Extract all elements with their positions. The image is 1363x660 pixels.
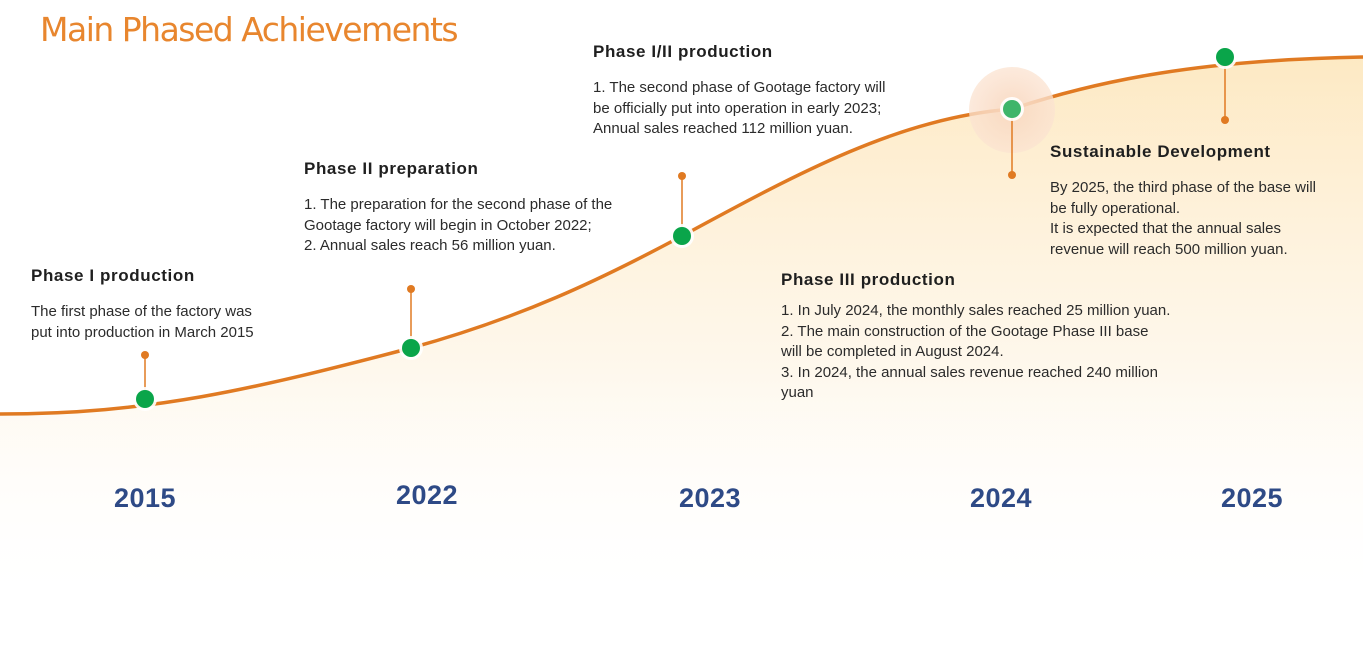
milestone-heading: Phase I production: [31, 266, 195, 285]
description-line: By 2025, the third phase of the base wil…: [1050, 179, 1317, 196]
milestone-2015: Phase I production The first phase of th…: [31, 266, 321, 343]
description-line: 2. Annual sales reach 56 million yuan.: [304, 237, 556, 254]
description-line: revenue will reach 500 million yuan.: [1050, 240, 1288, 258]
milestone-marker-2022: [402, 339, 420, 357]
description-line: be officially put into operation in earl…: [593, 99, 882, 117]
year-label-2023: 2023: [678, 483, 742, 513]
milestone-marker-2023: [673, 227, 691, 245]
milestone-heading: Sustainable Development: [1050, 142, 1271, 161]
description-line: 2. The main construction of the Gootage …: [781, 322, 1149, 340]
description-line: The first phase of the factory was: [31, 303, 252, 320]
year-label-2024: 2024: [969, 483, 1033, 513]
milestone-2025: Sustainable Development By 2025, the thi…: [1050, 142, 1360, 260]
milestone-marker-2025: [1216, 48, 1234, 66]
curve-area-fill: [0, 57, 1363, 610]
milestone-description: 1. In July 2024, the monthly sales reach…: [781, 301, 1221, 404]
connector-pin-2024: [1008, 171, 1016, 179]
description-line: 1. The second phase of Gootage factory w…: [593, 79, 886, 96]
description-line: put into production in March 2015: [31, 323, 254, 341]
description-line: yuan: [781, 384, 814, 401]
connector-pin-2022: [407, 285, 415, 293]
milestone-description: The first phase of the factory was put i…: [31, 302, 321, 343]
milestone-2022: Phase II preparation 1. The preparation …: [304, 159, 684, 257]
description-line: 3. In 2024, the annual sales revenue rea…: [781, 363, 1158, 381]
description-line: Annual sales reached 112 million yuan.: [593, 120, 853, 137]
milestone-description: By 2025, the third phase of the base wil…: [1050, 178, 1360, 260]
milestone-heading: Phase I/II production: [593, 42, 773, 61]
description-line: be fully operational.: [1050, 199, 1181, 217]
milestone-2024: Phase III production 1. In July 2024, th…: [781, 270, 1221, 404]
description-line: 1. The preparation for the second phase …: [304, 196, 613, 213]
page-title: Main Phased Achievements: [40, 10, 459, 49]
description-line: It is expected that the annual sales: [1050, 220, 1281, 237]
milestone-description: 1. The preparation for the second phase …: [304, 195, 684, 257]
connector-pin-2025: [1221, 116, 1229, 124]
year-label-2022: 2022: [395, 480, 459, 510]
milestone-2023: Phase I/II production 1. The second phas…: [593, 42, 963, 140]
milestone-heading: Phase II preparation: [304, 159, 479, 178]
milestone-heading: Phase III production: [781, 270, 956, 289]
year-label-2025: 2025: [1220, 483, 1284, 513]
year-label-2015: 2015: [113, 483, 177, 513]
description-line: 1. In July 2024, the monthly sales reach…: [781, 302, 1171, 319]
connector-pin-2023: [678, 172, 686, 180]
milestone-marker-2015: [136, 390, 154, 408]
description-line: will be completed in August 2024.: [781, 343, 1004, 360]
milestone-marker-2024: [1003, 100, 1021, 118]
connector-pin-2015: [141, 351, 149, 359]
description-line: Gootage factory will begin in October 20…: [304, 216, 592, 234]
milestone-description: 1. The second phase of Gootage factory w…: [593, 78, 963, 140]
